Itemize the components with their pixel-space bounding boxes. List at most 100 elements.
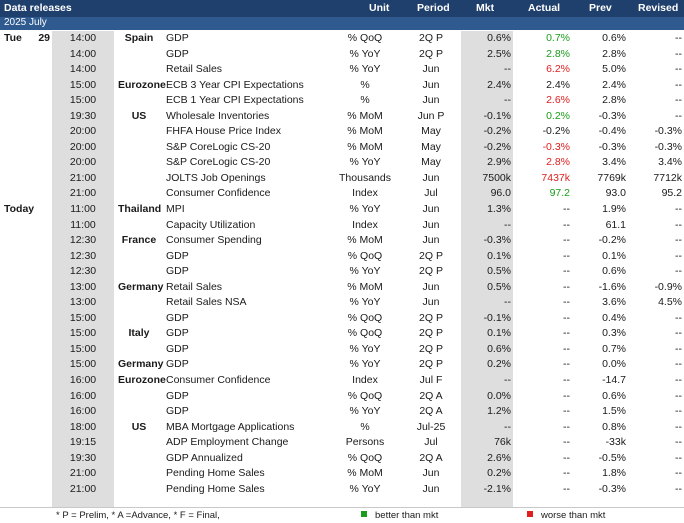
cell-event: GDP bbox=[166, 32, 189, 44]
footer-divider bbox=[0, 507, 684, 508]
cell-time: 13:00 bbox=[69, 296, 97, 309]
cell-actual: 6.2% bbox=[546, 63, 570, 76]
cell-event: ECB 1 Year CPI Expectations bbox=[166, 94, 304, 107]
cell-period: Jun bbox=[422, 280, 440, 293]
table-row: 16:00 Eurozone Consumer Confidence Index Jul… bbox=[0, 373, 684, 389]
cell-mkt: 1.2% bbox=[487, 405, 511, 418]
cell-event: Retail Sales bbox=[166, 63, 223, 76]
cell-time: 20:00 bbox=[69, 125, 97, 138]
cell-unit: Persons bbox=[345, 436, 385, 449]
cell-mkt: 0.1% bbox=[487, 249, 511, 262]
legend-better-label: better than mkt bbox=[375, 510, 439, 521]
cell-revised: -- bbox=[675, 218, 682, 231]
table-row: 12:30 GDP % YoY 2Q P 0.5% -- 0.6% -- bbox=[0, 264, 684, 280]
cell-actual: 0.2% bbox=[546, 109, 570, 122]
cell-country: US bbox=[131, 109, 147, 122]
cell-actual: -- bbox=[563, 405, 570, 418]
table-row: 13:00 Retail Sales NSA % YoY Jun -- -- 3.6% 4.5… bbox=[0, 295, 684, 311]
cell-actual: -- bbox=[563, 280, 570, 293]
cell-unit: % YoY bbox=[349, 63, 381, 76]
cell-revised: -- bbox=[675, 467, 682, 480]
cell-event: GDP bbox=[166, 47, 189, 60]
cell-event: MBA Mortgage Applications bbox=[166, 420, 295, 433]
col-header-prev: Prev bbox=[589, 2, 612, 14]
cell-revised: -0.3% bbox=[654, 140, 682, 153]
cell-country: France bbox=[121, 234, 157, 247]
cell-mkt: 0.6% bbox=[487, 32, 511, 44]
cell-event: MPI bbox=[166, 203, 185, 216]
cell-date: 29 bbox=[38, 32, 50, 44]
table-row: 12:30 GDP % QoQ 2Q P 0.1% -- 0.1% -- bbox=[0, 249, 684, 265]
cell-period: Jun P bbox=[417, 109, 445, 122]
col-header-revised: Revised bbox=[638, 2, 679, 14]
cell-revised: -- bbox=[675, 63, 682, 76]
cell-mkt: -- bbox=[504, 218, 511, 231]
cell-time: 14:00 bbox=[69, 32, 97, 44]
cell-actual: -- bbox=[563, 342, 570, 355]
cell-period: Jun bbox=[422, 482, 440, 495]
cell-prev: 0.6% bbox=[602, 265, 626, 278]
cell-event: Pending Home Sales bbox=[166, 482, 265, 495]
cell-period: Jun bbox=[422, 78, 440, 91]
cell-time: 11:00 bbox=[70, 218, 96, 231]
cell-event: Retail Sales bbox=[166, 280, 223, 293]
cell-event: S&P CoreLogic CS-20 bbox=[166, 156, 271, 169]
cell-mkt: 0.0% bbox=[487, 389, 511, 402]
cell-time: 12:30 bbox=[69, 249, 97, 262]
cell-actual: -- bbox=[563, 234, 570, 247]
legend-better: better than mkt bbox=[361, 508, 438, 523]
cell-country: Eurozone bbox=[118, 78, 166, 91]
cell-period: 2Q A bbox=[419, 451, 443, 464]
cell-period: 2Q P bbox=[419, 327, 443, 340]
table-row: 20:00 S&P CoreLogic CS-20 % YoY May 2.9% 2.8%… bbox=[0, 155, 684, 171]
cell-period: Jun bbox=[422, 218, 440, 231]
table-row: 13:00 Germany Retail Sales % MoM Jun 0.5% -- -1… bbox=[0, 280, 684, 296]
cell-prev: -33k bbox=[605, 436, 626, 449]
cell-time: 12:30 bbox=[69, 265, 97, 278]
table-row: 14:00 GDP % YoY 2Q P 2.5% 2.8% 2.8% -- bbox=[0, 47, 684, 63]
cell-country: Thailand bbox=[118, 203, 162, 216]
cell-period: 2Q P bbox=[419, 32, 443, 44]
cell-country: Germany bbox=[118, 280, 164, 293]
cell-mkt: -0.1% bbox=[483, 109, 511, 122]
cell-mkt: 2.9% bbox=[487, 156, 511, 169]
cell-time: 11:00 bbox=[70, 203, 96, 216]
cell-actual: -0.2% bbox=[542, 125, 570, 138]
cell-revised: -- bbox=[675, 203, 682, 216]
cell-revised: 3.4% bbox=[658, 156, 682, 169]
cell-period: 2Q P bbox=[419, 342, 443, 355]
cell-prev: 7769k bbox=[597, 171, 626, 184]
cell-prev: 2.4% bbox=[602, 78, 626, 91]
cell-prev: -0.4% bbox=[598, 125, 626, 138]
cell-period: 2Q A bbox=[419, 405, 443, 418]
cell-actual: -- bbox=[563, 218, 570, 231]
cell-unit: Index bbox=[352, 218, 378, 231]
cell-revised: -- bbox=[675, 389, 682, 402]
cell-revised: -- bbox=[675, 420, 682, 433]
cell-revised: -- bbox=[675, 234, 682, 247]
cell-event: Capacity Utilization bbox=[166, 218, 256, 231]
cell-actual: -- bbox=[563, 374, 570, 387]
cell-event: Consumer Confidence bbox=[166, 374, 271, 387]
cell-period: 2Q P bbox=[419, 311, 443, 324]
cell-prev: 3.6% bbox=[602, 296, 626, 309]
cell-actual: 2.4% bbox=[546, 78, 570, 91]
subheader: 2025 July bbox=[0, 17, 684, 30]
col-header-period: Period bbox=[417, 2, 450, 14]
cell-revised: -- bbox=[675, 32, 682, 44]
cell-mkt: -- bbox=[504, 63, 511, 76]
cell-time: 16:00 bbox=[69, 374, 97, 387]
col-header-unit: Unit bbox=[369, 2, 390, 14]
table-row: Today 11:00 Thailand MPI % YoY Jun 1.3% -- 1.9% -… bbox=[0, 202, 684, 218]
table-row: 21:00 Consumer Confidence Index Jul 96.0 97.2… bbox=[0, 186, 684, 202]
cell-unit: % QoQ bbox=[347, 249, 383, 262]
cell-unit: % bbox=[360, 78, 370, 91]
cell-time: 16:00 bbox=[69, 405, 97, 418]
cell-actual: -- bbox=[563, 249, 570, 262]
cell-mkt: -- bbox=[504, 420, 511, 433]
table-row: 11:00 Capacity Utilization Index Jun -- -- 61.… bbox=[0, 218, 684, 234]
cell-prev: 2.8% bbox=[602, 94, 626, 107]
cell-revised: 7712k bbox=[653, 171, 682, 184]
cell-actual: -- bbox=[563, 327, 570, 340]
cell-unit: % YoY bbox=[349, 265, 381, 278]
